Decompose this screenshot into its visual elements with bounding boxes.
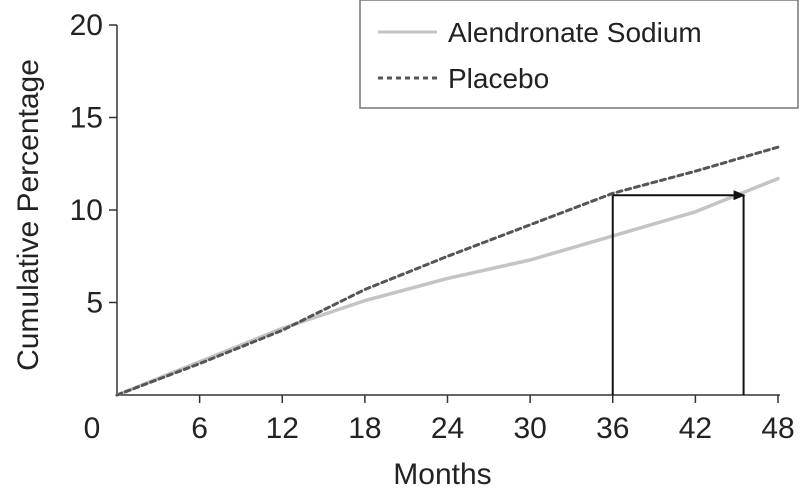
- legend-box: [359, 0, 799, 109]
- legend-label-placebo: Placebo: [448, 63, 549, 94]
- x-axis-title: Months: [393, 458, 491, 491]
- x-tick-label: 36: [596, 412, 629, 445]
- origin-label: 0: [84, 412, 101, 445]
- x-tick-label: 24: [431, 412, 464, 445]
- y-tick-label: 15: [70, 102, 103, 135]
- series-line-placebo: [115, 145, 780, 397]
- x-tick-label: 6: [191, 412, 208, 445]
- series-line-alendronate: [115, 176, 780, 397]
- x-tick-label: 30: [513, 412, 546, 445]
- y-axis-title: Cumulative Percentage: [12, 59, 45, 371]
- y-tick-label: 5: [86, 287, 103, 320]
- legend-label-alendronate: Alendronate Sodium: [448, 17, 702, 48]
- x-tick-label: 48: [761, 412, 794, 445]
- x-tick-label: 42: [679, 412, 712, 445]
- y-tick-label: 10: [70, 194, 103, 227]
- x-tick-label: 18: [348, 412, 381, 445]
- y-tick-label: 20: [70, 9, 103, 42]
- x-tick-label: 12: [266, 412, 299, 445]
